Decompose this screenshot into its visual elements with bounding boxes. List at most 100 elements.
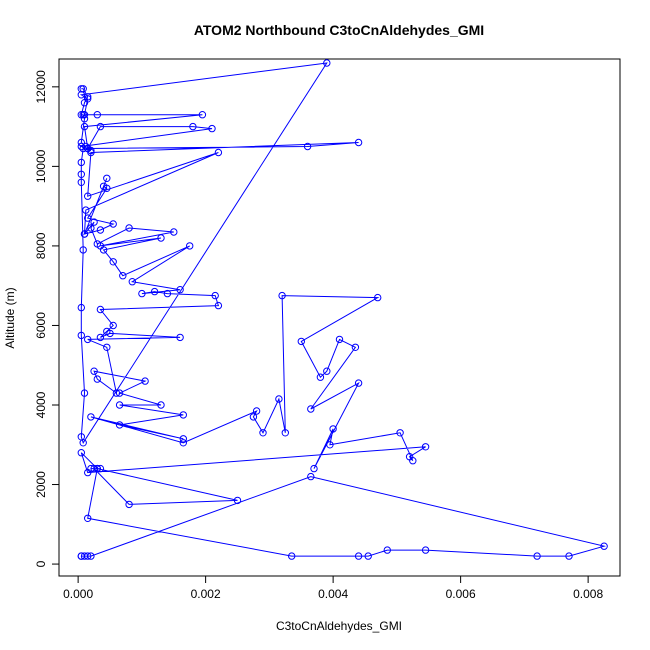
data-point [90,367,98,375]
data-point [249,413,258,421]
data-point [354,138,363,147]
plot-frame [58,58,621,577]
chart-title: ATOM2 Northbound C3toCnAldehydes_GMI [194,22,484,38]
data-point [326,441,334,449]
data-point [112,389,121,397]
data-point [176,286,184,294]
data-point [303,142,312,151]
data-point [179,411,188,419]
data-point [84,93,92,101]
data-point [405,453,414,461]
data-point [335,335,344,344]
data-point [233,496,242,505]
data-point [93,464,102,473]
y-tick-label: 10000 [34,149,48,183]
data-point [79,439,87,447]
data-point [115,389,124,397]
data-point [128,278,137,286]
data-point [307,405,315,413]
data-point [307,472,315,481]
data-point [77,170,86,179]
data-point [141,377,149,385]
x-tick-label: 0.008 [573,587,603,601]
data-point [354,379,363,387]
data-point [79,144,87,153]
data-point [600,542,608,550]
data-point [198,111,207,119]
data-point [96,333,105,342]
data-point [297,337,305,346]
data-point [90,464,98,473]
data-point [125,500,133,509]
data-point [77,552,86,560]
data-point [80,230,89,238]
data-point [252,407,261,415]
data-point [115,421,124,429]
x-tick-label: 0.002 [191,587,221,601]
data-point [157,401,165,409]
data-point [316,373,325,381]
x-tick-label: 0.000 [63,587,93,601]
data-point [77,449,86,457]
data-point [84,335,92,344]
data-point [109,220,117,228]
y-tick-label: 12000 [34,70,48,104]
y-tick-label: 0 [34,560,48,567]
data-point [115,401,124,409]
data-point [211,291,219,300]
y-tick-label: 6000 [34,312,48,339]
data-point [157,234,165,242]
data-point [77,331,86,340]
data-point [179,439,188,447]
data-point [99,246,108,254]
y-axis: 0 2000 4000 6000 8000 10000 12000 [34,70,60,567]
data-point [374,293,382,302]
series-line [79,62,607,557]
x-axis-label: C3toCnAldehydes_GMI [276,619,402,633]
data-point [275,395,283,403]
data-point [79,246,87,254]
data-point [138,289,146,298]
data-point [354,552,363,560]
data-point [80,115,89,123]
data-point [323,367,331,375]
data-point [87,413,95,421]
data-point [84,214,92,222]
data-point [214,148,223,157]
data-point [87,148,95,157]
data-point [93,375,102,383]
data-point [421,443,430,451]
data-point [351,343,360,351]
data-point [364,552,372,560]
data-point [80,389,89,397]
data-point [565,552,573,560]
data-point [77,303,86,312]
data-point [383,546,391,554]
data-point [80,552,89,560]
data-point [84,514,92,522]
data-point [281,429,289,437]
data-point [176,333,184,342]
data-point [103,174,111,183]
data-point [106,329,114,338]
data-point [93,111,102,119]
data-point [170,228,178,236]
data-point [77,158,86,167]
data-point [421,546,430,554]
data-point [84,95,92,103]
x-axis: 0.000 0.002 0.004 0.006 0.008 [63,575,603,601]
x-tick-label: 0.004 [318,587,348,601]
data-point [103,184,111,193]
data-point [109,258,117,266]
series-layer [77,59,608,560]
data-point [125,224,133,232]
y-tick-label: 4000 [34,391,48,418]
data-point [82,206,90,214]
data-point [288,552,296,560]
y-tick-label: 2000 [34,471,48,498]
data-point [533,552,541,560]
data-point [96,226,105,234]
data-point [109,321,117,330]
data-point [208,124,216,133]
data-point [103,343,111,351]
